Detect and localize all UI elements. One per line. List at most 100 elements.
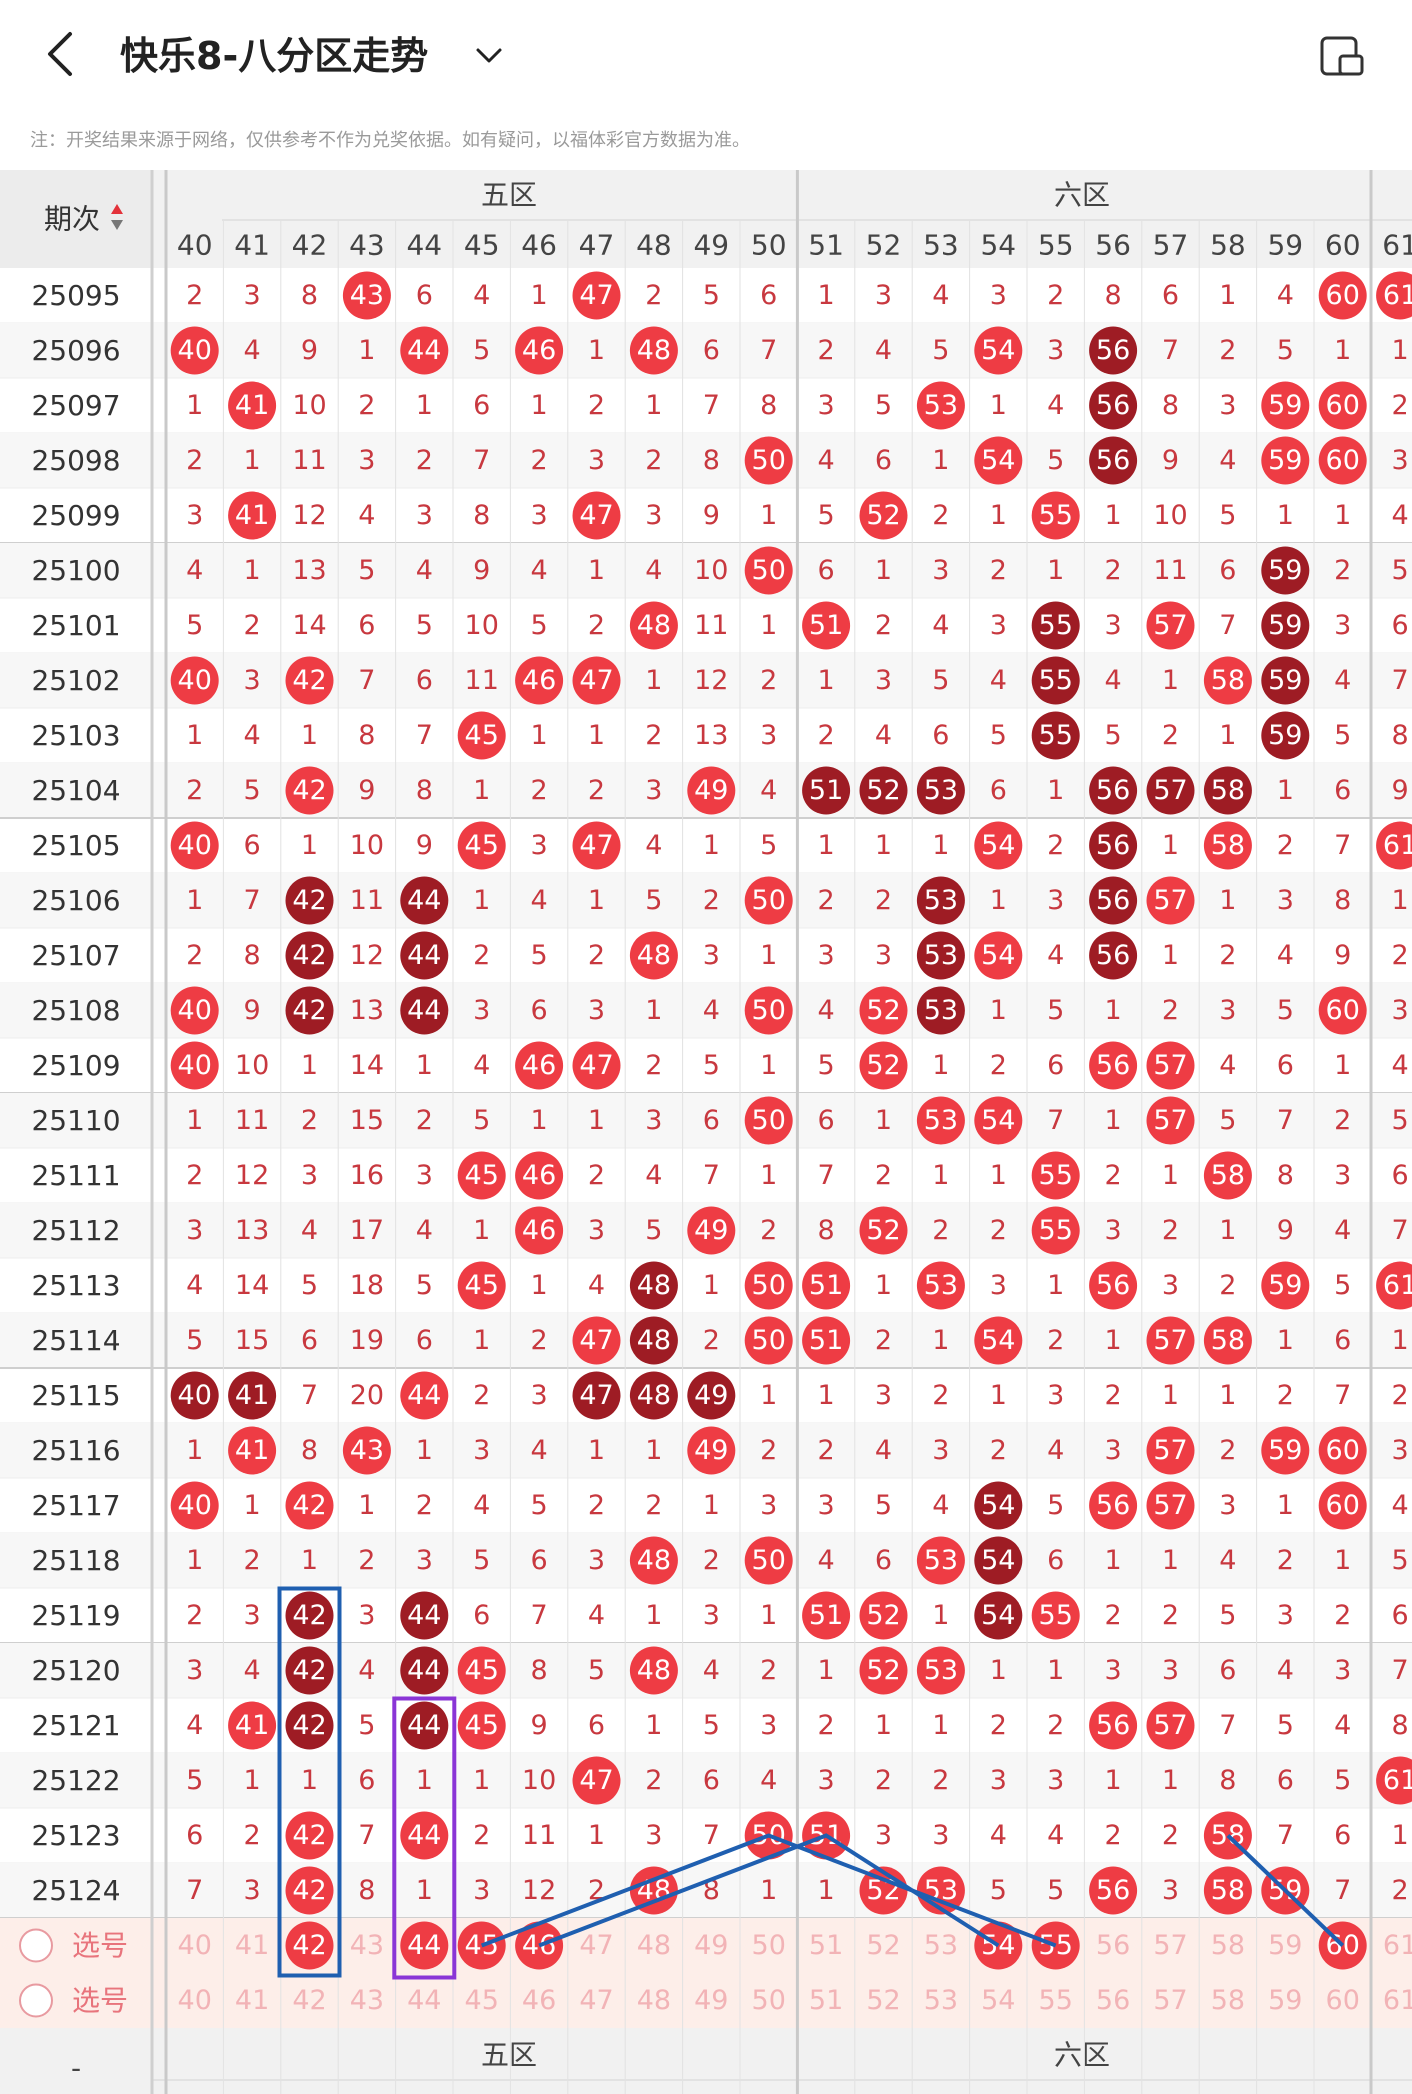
ball[interactable] <box>916 1261 965 1310</box>
ball[interactable] <box>802 766 851 815</box>
ball[interactable] <box>1261 711 1310 760</box>
ball[interactable] <box>1089 381 1138 430</box>
ball[interactable] <box>1146 1041 1195 1090</box>
ball[interactable] <box>515 1206 564 1255</box>
ball[interactable] <box>1031 1151 1080 1200</box>
ball[interactable] <box>285 1866 334 1915</box>
ball[interactable] <box>572 271 621 320</box>
ball[interactable] <box>1203 1866 1252 1915</box>
ball[interactable] <box>687 1206 736 1255</box>
ball[interactable] <box>400 326 449 375</box>
ball[interactable] <box>1089 931 1138 980</box>
ball[interactable] <box>1318 986 1367 1035</box>
ball[interactable] <box>1146 1701 1195 1750</box>
ball[interactable] <box>285 656 334 705</box>
ball[interactable] <box>400 1591 449 1640</box>
ball[interactable] <box>1089 1041 1138 1090</box>
ball[interactable] <box>916 1536 965 1585</box>
ball[interactable] <box>1089 821 1138 870</box>
back-arrow-icon[interactable] <box>36 28 88 80</box>
chevron-down-icon[interactable] <box>472 38 506 72</box>
ball[interactable] <box>228 1426 277 1475</box>
ball[interactable] <box>1031 601 1080 650</box>
ball[interactable] <box>228 1371 277 1420</box>
ball[interactable] <box>629 1261 678 1310</box>
ball[interactable] <box>400 1371 449 1420</box>
ball[interactable] <box>1031 656 1080 705</box>
ball[interactable] <box>572 491 621 540</box>
ball[interactable] <box>457 1261 506 1310</box>
ball[interactable] <box>400 1646 449 1695</box>
ball[interactable] <box>285 1701 334 1750</box>
select-ball[interactable] <box>400 1921 449 1970</box>
ball[interactable] <box>629 326 678 375</box>
ball[interactable] <box>1376 821 1412 870</box>
ball[interactable] <box>1261 656 1310 705</box>
ball[interactable] <box>1089 766 1138 815</box>
ball[interactable] <box>744 546 793 595</box>
ball[interactable] <box>916 876 965 925</box>
ball[interactable] <box>285 1591 334 1640</box>
ball[interactable] <box>1146 1316 1195 1365</box>
ball[interactable] <box>1261 1426 1310 1475</box>
ball[interactable] <box>1089 1866 1138 1915</box>
ball[interactable] <box>1318 1426 1367 1475</box>
rotate-screen-icon[interactable] <box>1318 34 1366 82</box>
ball[interactable] <box>916 381 965 430</box>
ball[interactable] <box>228 381 277 430</box>
ball[interactable] <box>859 1591 908 1640</box>
ball[interactable] <box>1146 1096 1195 1145</box>
ball[interactable] <box>1146 1426 1195 1475</box>
sort-up-icon[interactable] <box>111 204 123 214</box>
ball[interactable] <box>457 1151 506 1200</box>
ball[interactable] <box>974 1096 1023 1145</box>
ball[interactable] <box>285 1481 334 1530</box>
ball[interactable] <box>1318 436 1367 485</box>
ball[interactable] <box>285 986 334 1035</box>
ball[interactable] <box>572 1371 621 1420</box>
ball[interactable] <box>572 1756 621 1805</box>
ball[interactable] <box>1376 1756 1412 1805</box>
ball[interactable] <box>629 931 678 980</box>
ball[interactable] <box>744 1261 793 1310</box>
ball[interactable] <box>744 1096 793 1145</box>
ball[interactable] <box>629 1866 678 1915</box>
ball[interactable] <box>515 1151 564 1200</box>
ball[interactable] <box>1146 1481 1195 1530</box>
ball[interactable] <box>170 326 219 375</box>
ball[interactable] <box>228 1701 277 1750</box>
ball[interactable] <box>1146 876 1195 925</box>
sort-down-icon[interactable] <box>111 220 123 230</box>
ball[interactable] <box>1261 381 1310 430</box>
ball[interactable] <box>859 491 908 540</box>
ball[interactable] <box>457 1701 506 1750</box>
ball[interactable] <box>974 821 1023 870</box>
ball[interactable] <box>802 1591 851 1640</box>
ball[interactable] <box>1089 436 1138 485</box>
ball[interactable] <box>228 491 277 540</box>
ball[interactable] <box>802 1316 851 1365</box>
ball[interactable] <box>744 986 793 1035</box>
ball[interactable] <box>629 1316 678 1365</box>
ball[interactable] <box>687 1371 736 1420</box>
ball[interactable] <box>1203 656 1252 705</box>
ball[interactable] <box>974 436 1023 485</box>
ball[interactable] <box>400 931 449 980</box>
ball[interactable] <box>285 876 334 925</box>
ball[interactable] <box>457 1646 506 1695</box>
ball[interactable] <box>974 326 1023 375</box>
ball[interactable] <box>1203 821 1252 870</box>
ball[interactable] <box>342 271 391 320</box>
ball[interactable] <box>572 656 621 705</box>
ball[interactable] <box>1203 1151 1252 1200</box>
ball[interactable] <box>1261 436 1310 485</box>
ball[interactable] <box>629 1646 678 1695</box>
ball[interactable] <box>859 1206 908 1255</box>
ball[interactable] <box>1089 1481 1138 1530</box>
ball[interactable] <box>744 876 793 925</box>
ball[interactable] <box>916 1096 965 1145</box>
ball[interactable] <box>400 1701 449 1750</box>
ball[interactable] <box>457 821 506 870</box>
ball[interactable] <box>400 1811 449 1860</box>
ball[interactable] <box>170 1481 219 1530</box>
